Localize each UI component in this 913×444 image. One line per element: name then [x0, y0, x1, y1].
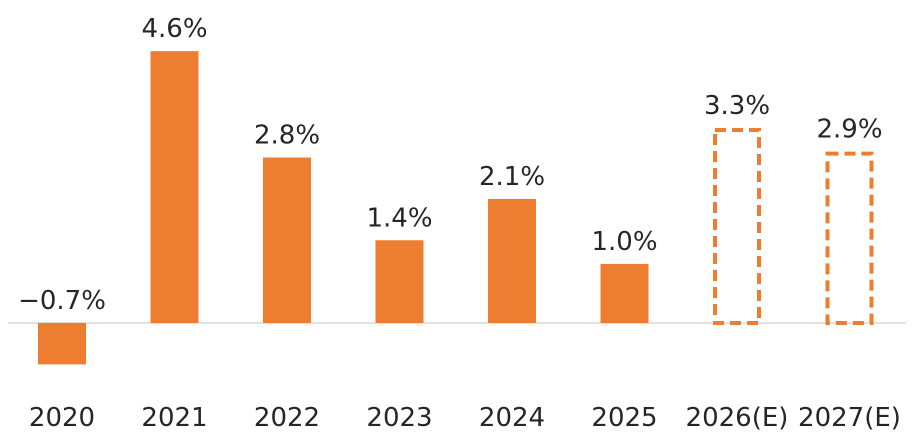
value-label-2020: −0.7% [18, 286, 106, 316]
bars-group [38, 51, 874, 365]
category-labels-group: 2020 2021 2022 2023 2024 2025 2026(E) 2027(E) [29, 403, 901, 433]
value-label-2025: 1.0% [591, 227, 657, 257]
bar-2024 [488, 198, 536, 323]
bar-2026(E) [713, 127, 761, 325]
category-label-2025: 2025 [591, 403, 657, 433]
value-label-2027(E): 2.9% [816, 115, 882, 145]
category-label-2027(E): 2027(E) [798, 403, 901, 433]
bar-2021 [150, 51, 199, 323]
category-label-2021: 2021 [141, 403, 207, 433]
bar-2023 [375, 240, 424, 323]
category-label-2020: 2020 [29, 403, 95, 433]
category-label-2022: 2022 [254, 403, 320, 433]
bar-2020 [38, 323, 86, 365]
bar-2025 [600, 263, 649, 323]
value-label-2026(E): 3.3% [704, 91, 770, 121]
value-label-2023: 1.4% [366, 203, 432, 233]
value-label-2021: 4.6% [141, 14, 207, 44]
value-labels-group: −0.7% 4.6% 2.8% 1.4% 2.1% 1.0% 3.3% 2.9% [18, 14, 882, 316]
category-label-2023: 2023 [366, 403, 432, 433]
value-label-2022: 2.8% [254, 121, 320, 151]
bar-2027(E) [825, 151, 874, 325]
category-label-2024: 2024 [479, 403, 545, 433]
value-label-2024: 2.1% [479, 162, 545, 192]
category-label-2026(E): 2026(E) [686, 403, 789, 433]
bar-2022 [263, 157, 311, 323]
